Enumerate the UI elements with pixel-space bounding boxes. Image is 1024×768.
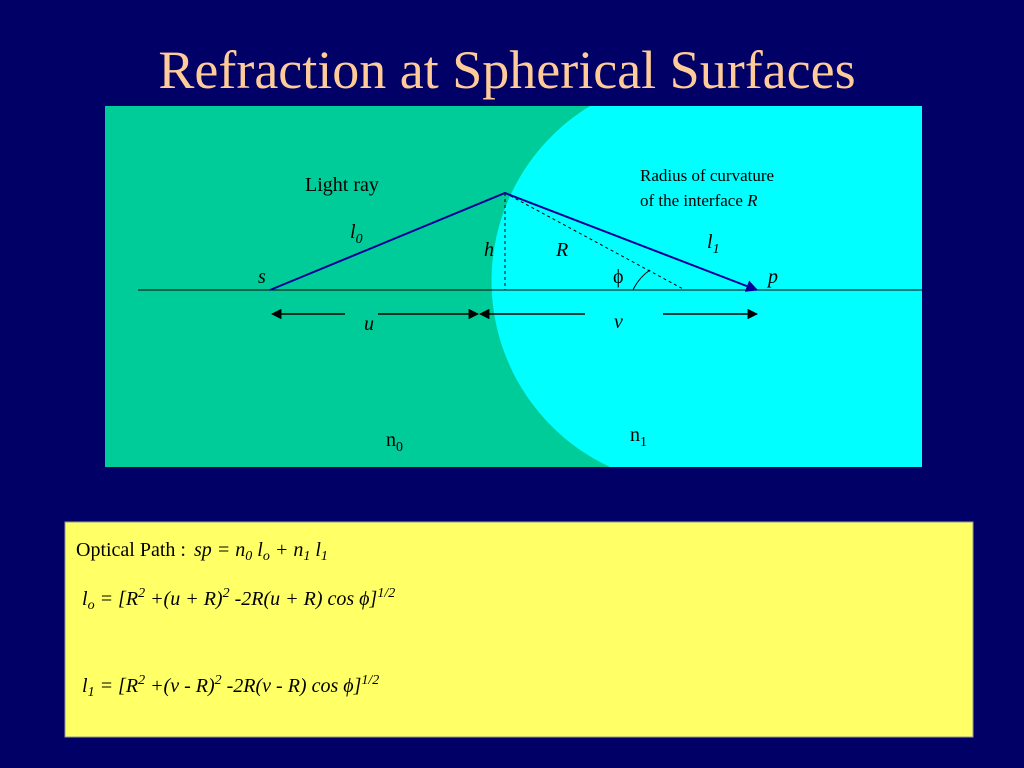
label: Light ray [305,174,379,196]
light-ray [269,191,759,292]
formula-part: o [88,598,95,613]
label: n0 [386,429,403,455]
formula-part: l [82,588,88,610]
label: n [386,429,396,451]
formula-part: sp = n [194,539,245,561]
label: p [766,266,778,288]
formula: lo = [R2 +(u + R)2 -2R(u + R) cos ϕ]1/2 [82,586,395,613]
formula-part: l [252,539,263,561]
label: l0 [350,221,363,247]
formula-part: 0 [245,549,252,564]
formula-box: Optical Path : sp = n0 lo + n1 l1 lo = [R… [64,521,974,738]
formula-part: l [82,675,88,697]
formula-part: + n [270,539,304,561]
box [64,521,974,738]
label: n [630,424,640,446]
formula: Optical Path : sp = n0 lo + n1 l1 [76,539,328,564]
label: 1 [640,435,647,450]
formula-part: = [R [95,588,139,610]
formula-part: 2 [138,586,145,601]
label: ϕ [613,266,624,288]
formula: sp = n0 lo + n1 l1 [194,539,328,564]
formula-part: 2 [138,673,145,688]
label: n1 [630,424,647,450]
formula-part: 1/2 [361,673,379,688]
label: h [484,239,494,261]
label: l [707,231,713,253]
formula-part: +(u + R) [145,588,223,610]
formula-part: l [310,539,321,561]
formula-part: 1/2 [377,586,395,601]
label: 1 [713,242,720,257]
formula-part: 2 [215,673,222,688]
formula-part: 2 [223,586,230,601]
label: Optical Path : [76,539,186,561]
label: R [746,191,758,210]
label: 0 [396,440,403,455]
formula: l1 = [R2 +(v - R)2 -2R(v - R) cos ϕ]1/2 [82,673,379,700]
title: Refraction at Spherical Surfaces [158,40,855,100]
label: s [258,266,266,288]
label: of the interface R [640,191,758,210]
medium-1 [491,106,922,467]
label: v [614,311,623,333]
formula-part: +(v - R) [145,675,215,697]
label: l1 [707,231,720,257]
radius-line [504,192,686,291]
label: R [555,239,568,261]
diagram: Light ray Radius of curvature of the int… [105,106,922,467]
label: u [364,313,374,335]
angle-arc [632,269,651,291]
formula-part: 1 [88,685,95,700]
label: of the interface [640,191,747,210]
formula-part: -2R(u + R) cos ϕ] [230,588,378,610]
formula-part: = [R [95,675,139,697]
label: Radius of curvature [640,166,774,185]
formula-part: o [263,549,270,564]
formula-part: 1 [303,549,310,564]
label: 0 [356,232,363,247]
label: l [350,221,356,243]
formula-part: 1 [321,549,328,564]
formula-part: -2R(v - R) cos ϕ] [222,675,362,697]
